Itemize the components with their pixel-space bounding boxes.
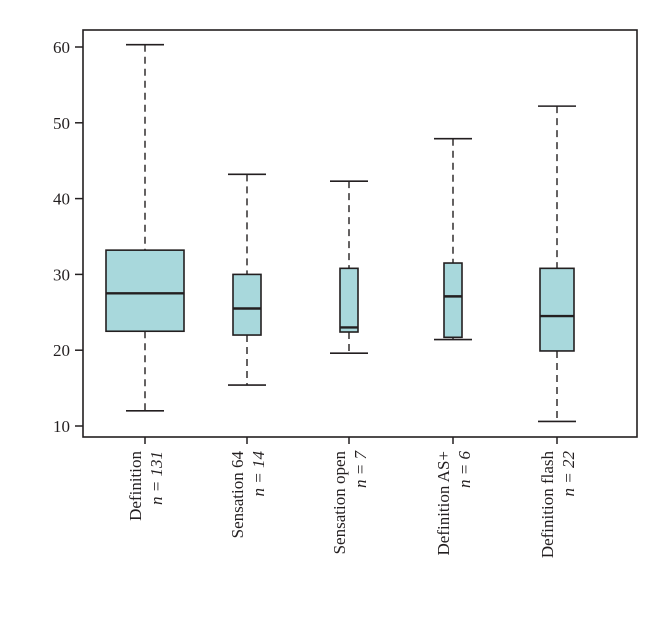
category-label: Sensation open n = 7	[330, 450, 370, 555]
category-n: n = 7	[351, 450, 370, 488]
category-name: Definition	[126, 451, 145, 521]
y-axis: 10 20 30 40 50 60	[53, 38, 83, 436]
category-name: Definition flash	[538, 451, 557, 559]
box-sensation-64	[228, 173, 266, 386]
category-labels: Definition n = 131 Sensation 64 n = 14 Sensa…	[126, 450, 578, 559]
box-sensation-open	[330, 180, 368, 355]
box-definition-as-	[434, 137, 472, 341]
iqr-box	[539, 267, 575, 352]
y-tick-label: 50	[53, 114, 70, 133]
iqr-box	[232, 273, 262, 336]
category-n: n = 14	[249, 451, 268, 497]
box-definition-flash	[538, 105, 576, 423]
category-name: Sensation open	[330, 451, 349, 555]
y-tick-label: 10	[53, 417, 70, 436]
category-name: Sensation 64	[228, 451, 247, 539]
plot-frame	[82, 29, 638, 438]
category-label: Definition flash n = 22	[538, 451, 578, 559]
y-tick-label: 40	[53, 190, 70, 209]
category-name: Definition AS+	[434, 451, 453, 556]
box-definition	[105, 43, 185, 412]
iqr-box	[105, 249, 185, 333]
category-n: n = 22	[559, 451, 578, 497]
category-label: Definition n = 131	[126, 451, 166, 521]
iqr-box	[443, 262, 463, 339]
boxes	[105, 43, 576, 423]
category-label: Definition AS+ n = 6	[434, 451, 474, 556]
x-axis	[144, 437, 558, 444]
iqr-box	[339, 267, 359, 333]
y-tick-label: 20	[53, 341, 70, 360]
category-n: n = 6	[455, 451, 474, 488]
category-label: Sensation 64 n = 14	[228, 451, 268, 539]
y-tick-label: 30	[53, 265, 70, 284]
y-tick-label: 60	[53, 38, 70, 57]
category-n: n = 131	[147, 451, 166, 505]
